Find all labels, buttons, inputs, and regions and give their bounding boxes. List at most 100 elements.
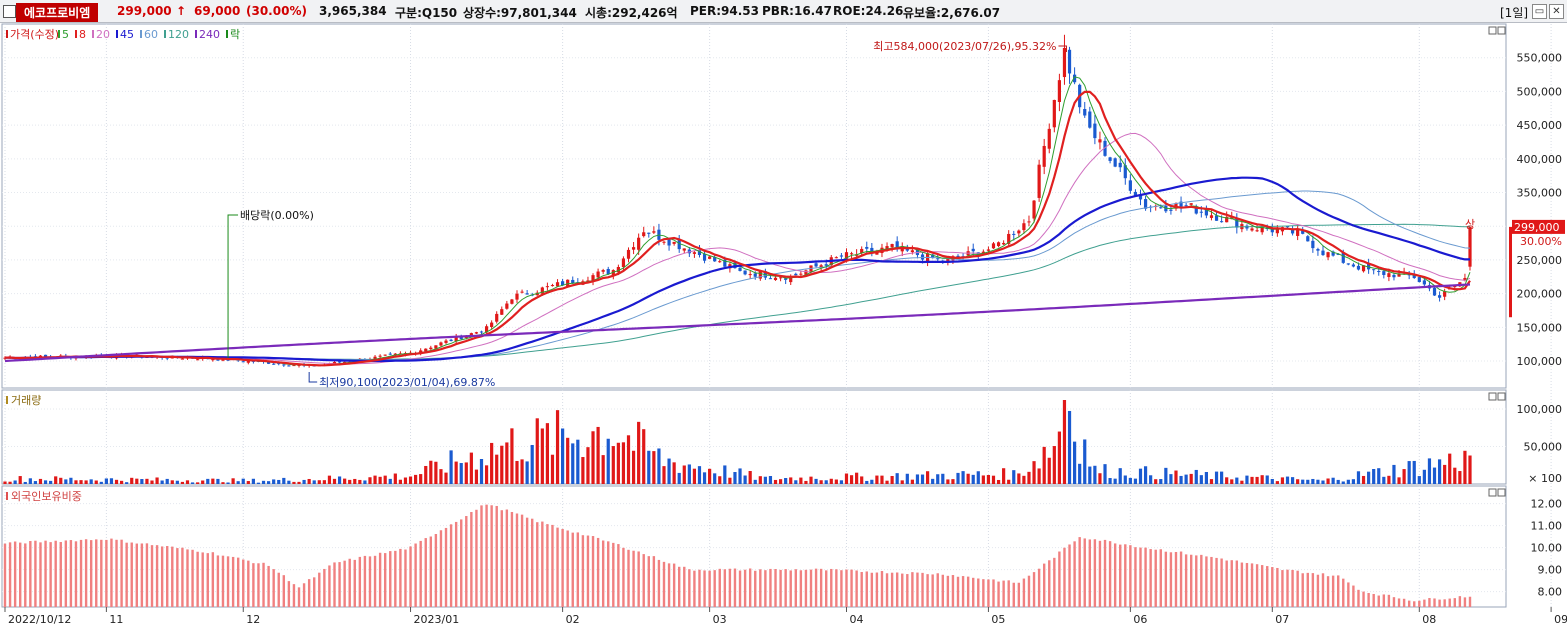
volume-bar-148 bbox=[753, 479, 757, 484]
volume-bar-269 bbox=[1367, 471, 1371, 484]
foreign-ratio-bar-118 bbox=[601, 540, 605, 607]
volume-bar-230 bbox=[1169, 474, 1173, 484]
foreign-ratio-bar-82 bbox=[419, 540, 422, 607]
volume-bar-146 bbox=[743, 475, 747, 484]
candle-body-220 bbox=[1118, 162, 1122, 168]
foreign-ratio-bar-68 bbox=[348, 558, 351, 607]
candle-body-86 bbox=[439, 342, 443, 346]
foreign-ratio-bar-250 bbox=[1271, 567, 1274, 607]
candle-body-201 bbox=[1022, 223, 1026, 231]
volume-bar-7 bbox=[38, 478, 43, 484]
candle-body-165 bbox=[839, 255, 844, 257]
foreign-ratio-bar-18 bbox=[95, 539, 98, 607]
close-icon[interactable]: ✕ bbox=[1549, 4, 1564, 19]
foreign-ratio-bar-265 bbox=[1347, 582, 1350, 607]
foreign-ratio-bar-275 bbox=[1397, 598, 1401, 607]
volume-bar-168 bbox=[855, 472, 859, 484]
foreign-ratio-bar-83 bbox=[424, 538, 427, 607]
candle-body-132 bbox=[672, 241, 676, 244]
candle-body-286 bbox=[1453, 285, 1457, 288]
volume-bar-197 bbox=[1002, 468, 1006, 484]
foreign-ratio-bar-136 bbox=[693, 570, 696, 607]
foreign-tick-label: 10.00 bbox=[1531, 542, 1563, 555]
volume-bar-3 bbox=[18, 476, 22, 484]
stock-name[interactable]: 에코프로비엠 bbox=[16, 3, 99, 22]
volume-bar-231 bbox=[1174, 470, 1178, 484]
candle-body-208 bbox=[1057, 80, 1061, 102]
candle-body-253 bbox=[1285, 225, 1290, 228]
foreign-ratio-bar-279 bbox=[1418, 600, 1421, 607]
candle-body-221 bbox=[1123, 165, 1127, 179]
x-tick-label: 02 bbox=[566, 613, 580, 626]
roe-value: ROE:24.26 bbox=[833, 4, 904, 18]
foreign-ratio-bar-134 bbox=[683, 566, 686, 607]
foreign-ratio-bar-210 bbox=[1068, 544, 1071, 607]
select-checkbox[interactable] bbox=[3, 5, 16, 18]
volume-bar-72 bbox=[368, 477, 372, 484]
volume-bar-285 bbox=[1448, 453, 1452, 484]
candle-body-139 bbox=[708, 256, 712, 259]
volume-bar-282 bbox=[1432, 467, 1437, 484]
legend-price: 가격(수정) bbox=[10, 28, 59, 41]
foreign-ratio-bar-182 bbox=[926, 574, 929, 607]
foreign-ratio-bar-16 bbox=[84, 539, 88, 607]
volume-bar-202 bbox=[1027, 471, 1031, 484]
foreign-ratio-bar-207 bbox=[1053, 557, 1056, 607]
volume-bar-279 bbox=[1417, 476, 1421, 484]
minimize-icon[interactable]: ▭ bbox=[1532, 4, 1547, 19]
stock-chart[interactable]: 100,000150,000200,000250,000300,000350,0… bbox=[0, 22, 1567, 630]
volume-bar-12 bbox=[64, 479, 68, 484]
foreign-ratio-bar-31 bbox=[160, 546, 164, 607]
foreign-ratio-bar-64 bbox=[328, 565, 331, 607]
candle-body-186 bbox=[946, 257, 950, 263]
volume-bar-254 bbox=[1290, 477, 1295, 484]
foreign-ratio-bar-88 bbox=[449, 524, 453, 607]
candle-body-58 bbox=[297, 364, 301, 366]
volume-bar-200 bbox=[1017, 473, 1021, 484]
foreign-ratio-bar-252 bbox=[1281, 570, 1284, 607]
period-selector[interactable]: [1일] bbox=[1500, 6, 1529, 20]
foreign-ratio-bar-87 bbox=[444, 527, 448, 607]
foreign-ratio-bar-227 bbox=[1154, 549, 1157, 607]
foreign-ratio-bar-94 bbox=[480, 505, 483, 607]
foreign-ratio-bar-208 bbox=[1058, 551, 1061, 607]
volume-bar-120 bbox=[611, 446, 615, 484]
volume-bar-57 bbox=[292, 481, 296, 484]
foreign-ratio-bar-3 bbox=[19, 542, 22, 607]
candle-body-237 bbox=[1204, 208, 1209, 216]
candle-body-101 bbox=[515, 293, 519, 300]
volume-bar-144 bbox=[733, 472, 737, 484]
foreign-ratio-bar-47 bbox=[242, 559, 245, 607]
panel-close-icon-0 bbox=[1497, 26, 1506, 35]
foreign-ratio-bar-98 bbox=[500, 510, 503, 607]
candle-body-146 bbox=[743, 270, 747, 275]
foreign-ratio-bar-201 bbox=[1022, 578, 1026, 607]
candle-body-256 bbox=[1301, 230, 1305, 234]
foreign-ratio-bar-57 bbox=[292, 584, 296, 607]
foreign-ratio-bar-70 bbox=[358, 556, 362, 607]
candle-body-280 bbox=[1422, 280, 1426, 285]
foreign-ratio-bar-105 bbox=[536, 522, 539, 607]
foreign-ratio-bar-181 bbox=[921, 572, 924, 607]
legend-ma-5-swatch bbox=[58, 30, 60, 38]
volume-bar-209 bbox=[1062, 400, 1067, 484]
price-tick-label: 550,000 bbox=[1517, 52, 1563, 65]
candle-body-210 bbox=[1067, 49, 1072, 74]
volume-bar-289 bbox=[1468, 455, 1472, 484]
volume-bar-106 bbox=[540, 428, 544, 484]
volume-bar-221 bbox=[1123, 475, 1127, 484]
candle-body-198 bbox=[1007, 233, 1011, 244]
foreign-ratio-bar-168 bbox=[855, 570, 858, 607]
panel-frame-1 bbox=[1, 389, 1507, 485]
volume-bar-240 bbox=[1220, 471, 1224, 484]
candle-body-195 bbox=[991, 243, 996, 249]
candle-body-288 bbox=[1463, 277, 1467, 281]
candle-body-234 bbox=[1189, 203, 1193, 205]
foreign-ratio-bar-214 bbox=[1088, 539, 1092, 607]
volume-bar-113 bbox=[576, 439, 580, 484]
price-change: 69,000 bbox=[194, 4, 241, 18]
foreign-tick-label: 12.00 bbox=[1531, 498, 1563, 511]
volume-bar-237 bbox=[1204, 471, 1209, 484]
candle-body-240 bbox=[1220, 221, 1224, 223]
